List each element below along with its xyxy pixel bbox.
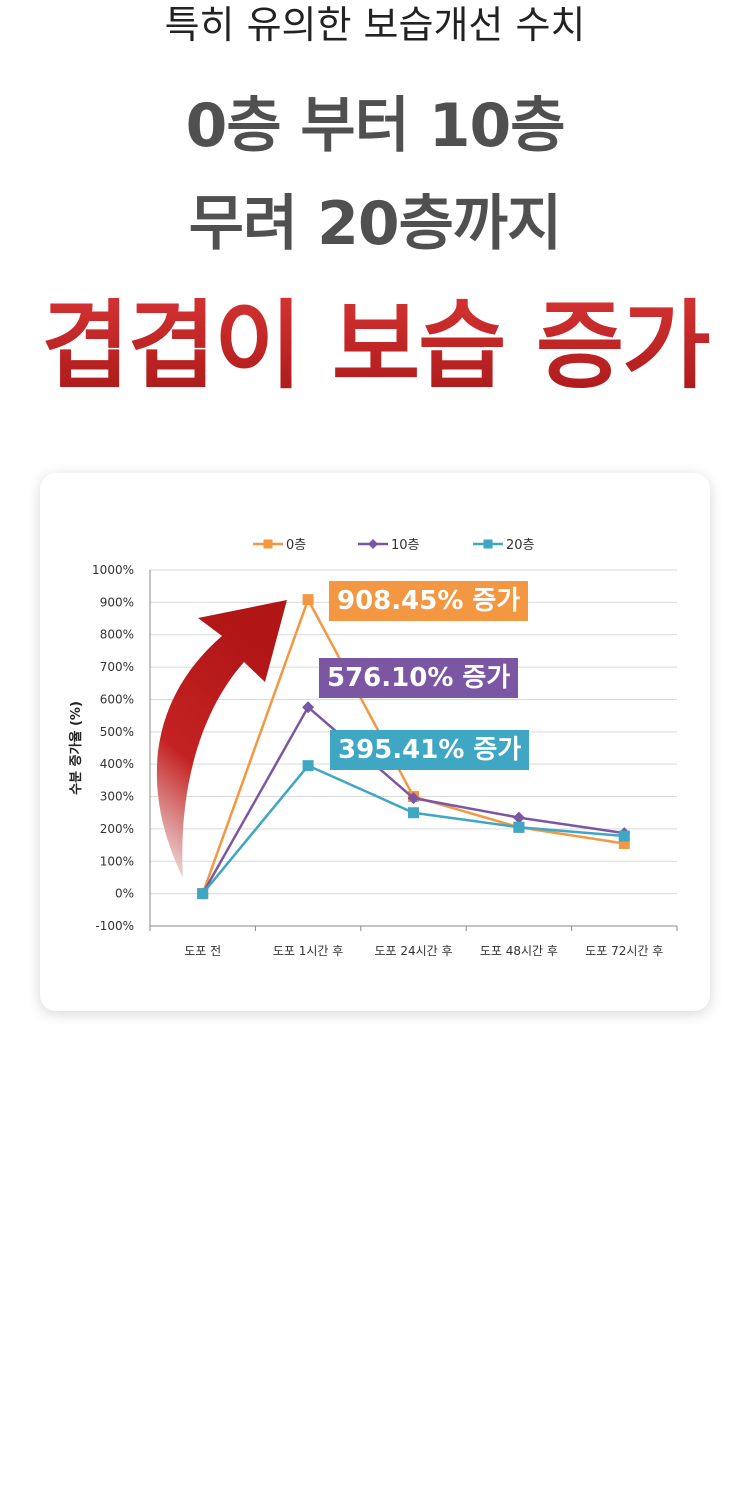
legend-label: 20층 [506, 538, 535, 553]
y-tick-label: 800% [100, 628, 134, 642]
callout-0-layer: 908.45% 증가 [329, 581, 529, 621]
data-point [302, 594, 314, 606]
y-tick-label: 100% [100, 854, 134, 868]
x-tick-label: 도포 전 [184, 944, 221, 958]
subtitle: 특히 유의한 보습개선 수치 [164, 3, 586, 47]
callout-10-layer: 576.10% 증가 [319, 658, 519, 698]
y-tick-label: 0% [115, 887, 134, 901]
emphasis-headline: 겹겹이 보습 증가 [0, 286, 750, 406]
x-tick-label: 도포 48시간 후 [480, 944, 558, 958]
x-tick-label: 도포 1시간 후 [273, 944, 343, 958]
y-tick-label: -100% [95, 919, 134, 933]
y-tick-label: 400% [100, 757, 134, 771]
headline-line-2: 무려 20층까지 [188, 189, 562, 259]
y-tick-label: 1000% [92, 563, 134, 577]
legend-marker [263, 539, 273, 549]
data-point [302, 760, 314, 772]
y-tick-label: 300% [100, 790, 134, 804]
y-tick-label: 900% [100, 595, 134, 609]
y-tick-label: 700% [100, 660, 134, 674]
data-point [512, 811, 525, 824]
legend-marker [483, 539, 493, 549]
y-tick-label: 200% [100, 822, 134, 836]
legend-label: 10층 [391, 538, 420, 553]
legend-marker [368, 539, 378, 549]
callout-20-layer: 395.41% 증가 [330, 730, 530, 770]
increase-arrow [156, 600, 287, 878]
x-tick-label: 도포 72시간 후 [585, 944, 663, 958]
data-point [302, 701, 315, 714]
data-point [513, 821, 525, 833]
y-axis-label: 수분 증가율 (%) [68, 701, 84, 795]
data-point [618, 830, 630, 842]
y-tick-label: 500% [100, 725, 134, 739]
series-20-layer-line [201, 764, 625, 895]
data-point [408, 807, 419, 819]
data-point [407, 792, 420, 805]
y-tick-label: 600% [100, 692, 134, 706]
headline-line-1: 0층 부터 10층 [185, 91, 566, 161]
data-point [197, 888, 209, 900]
x-tick-label: 도포 24시간 후 [374, 944, 452, 958]
data-point [618, 837, 630, 849]
legend-label: 0층 [286, 538, 306, 553]
